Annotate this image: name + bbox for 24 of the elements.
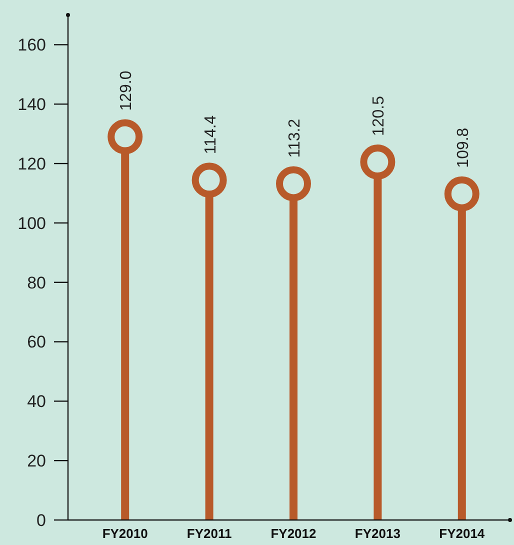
x-tick-label: FY2011 (186, 526, 232, 541)
y-tick-label: 60 (27, 332, 46, 352)
x-tick-label: FY2012 (270, 526, 316, 541)
data-label: 113.2 (286, 118, 304, 158)
y-tick-label: 100 (18, 214, 46, 233)
y-tick-label: 120 (18, 154, 46, 174)
y-tick-label: 0 (36, 510, 46, 530)
point (276, 166, 311, 202)
x-tick-label: FY2013 (354, 526, 400, 541)
y-tick-label: 20 (27, 452, 46, 471)
data-label: 109.8 (454, 128, 472, 168)
data-label: 120.5 (370, 96, 388, 136)
y-tick-label: 80 (27, 273, 46, 292)
y-tick-label: 160 (18, 36, 46, 55)
point (360, 144, 396, 180)
y-tick-label: 40 (27, 392, 46, 412)
point (192, 162, 227, 198)
data-label: 114.4 (202, 115, 220, 154)
x-tick-label: FY2014 (439, 526, 486, 541)
data-label: 129.0 (118, 70, 136, 111)
point (108, 119, 143, 154)
point (444, 176, 480, 212)
x-tick-label: FY2010 (102, 526, 148, 541)
y-tick-label: 140 (18, 95, 46, 114)
